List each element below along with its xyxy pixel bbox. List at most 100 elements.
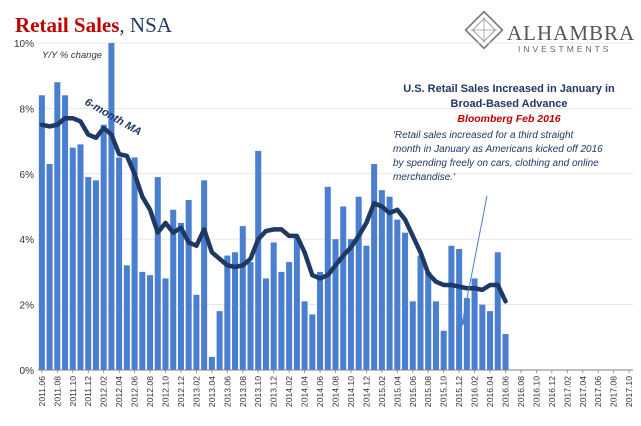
y-tick-label: 10%: [14, 39, 34, 50]
y-tick-label: 0%: [20, 366, 35, 377]
bar: [62, 95, 69, 370]
bar: [100, 124, 107, 370]
x-tick-label: 2011.06: [37, 376, 47, 407]
x-tick-label: 2012.06: [130, 376, 140, 407]
bar: [38, 95, 45, 370]
bar: [293, 235, 300, 370]
x-tick-label: 2016.04: [485, 376, 495, 407]
x-tick-label: 2017.08: [609, 376, 619, 407]
bar: [309, 314, 316, 370]
bar: [216, 311, 223, 370]
bar-series: [38, 43, 509, 371]
bar: [170, 209, 177, 370]
annotation-block: U.S. Retail Sales Increased in January i…: [393, 83, 615, 327]
x-tick-label: 2017.04: [578, 376, 588, 407]
annotation-heading-line1: U.S. Retail Sales Increased in January i…: [403, 83, 615, 95]
bar: [324, 186, 331, 370]
bar: [317, 271, 324, 370]
x-tick-label: 2012.08: [145, 376, 155, 407]
x-tick-label: 2017.10: [624, 376, 634, 407]
bar: [77, 144, 84, 370]
x-tick-label: 2016.08: [516, 376, 526, 407]
bar: [54, 82, 61, 371]
x-tick-label: 2017.06: [593, 376, 603, 407]
bar: [479, 304, 486, 370]
chart-title-main: Retail Sales: [15, 13, 119, 37]
logo-subtitle: INVESTMENTS: [518, 44, 611, 54]
bar: [139, 271, 146, 370]
x-tick-label: 2013.04: [207, 376, 217, 407]
x-tick-label: 2013.12: [269, 376, 279, 407]
x-tick-label: 2016.10: [531, 376, 541, 407]
bar: [85, 177, 92, 370]
x-tick-label: 2014.08: [331, 376, 341, 407]
y-tick-label: 6%: [20, 170, 35, 181]
x-tick-label: 2013.06: [222, 376, 232, 407]
x-tick-label: 2013.08: [238, 376, 248, 407]
x-tick-label: 2014.10: [346, 376, 356, 407]
bar: [301, 301, 308, 370]
annotation-quote-line: month in January as Americans kicked off…: [393, 144, 603, 155]
bar: [471, 278, 478, 370]
bar: [347, 239, 354, 370]
annotation-arrow: [459, 195, 488, 327]
bar: [355, 196, 362, 370]
x-tick-label: 2014.12: [361, 376, 371, 407]
bar: [262, 278, 269, 370]
annotation-quote-line: by spending freely on cars, clothing and…: [393, 158, 599, 169]
bar: [177, 222, 184, 370]
bar: [332, 239, 339, 370]
bar: [185, 199, 192, 370]
ma-line-series: [39, 115, 508, 304]
bar: [232, 252, 239, 370]
bar: [270, 242, 277, 370]
y-axis-ticks: 0% 2% 4% 6% 8% 10%: [14, 39, 34, 377]
bar: [147, 275, 154, 370]
x-tick-label: 2017.02: [562, 376, 572, 407]
bar: [494, 252, 501, 370]
x-tick-label: 2013.10: [253, 376, 263, 407]
bar: [162, 278, 169, 370]
x-tick-label: 2011.08: [52, 376, 62, 407]
bar: [425, 271, 432, 370]
bar: [340, 206, 347, 370]
bar: [208, 356, 215, 370]
bar: [193, 294, 200, 370]
x-tick-label: 2016.02: [470, 376, 480, 407]
annotation-heading-line2: Broad-Based Advance: [451, 98, 568, 110]
x-tick-label: 2014.02: [284, 376, 294, 407]
bar: [255, 150, 262, 370]
x-tick-label: 2012.04: [114, 376, 124, 407]
bar: [69, 147, 76, 370]
x-tick-label: 2013.02: [191, 376, 201, 407]
annotation-quote-line: 'Retail sales increased for a third stra…: [393, 130, 575, 141]
bar: [378, 190, 385, 370]
bar: [386, 196, 393, 370]
chart-title-sub: , NSA: [119, 13, 172, 37]
bar: [440, 330, 447, 370]
x-tick-label: 2015.08: [423, 376, 433, 407]
y-tick-label: 4%: [20, 235, 35, 246]
bar: [456, 249, 463, 370]
x-tick-label: 2015.10: [439, 376, 449, 407]
x-tick-label: 2015.04: [392, 376, 402, 407]
chart-title: Retail Sales, NSA: [15, 13, 173, 37]
y-tick-label: 2%: [20, 301, 35, 312]
bar: [131, 157, 138, 370]
x-tick-label: 2012.02: [99, 376, 109, 407]
bar: [417, 255, 424, 370]
bar: [371, 163, 378, 370]
bar: [502, 334, 509, 370]
x-tick-label: 2016.12: [547, 376, 557, 407]
bar: [463, 298, 470, 370]
bar: [402, 232, 409, 370]
bar: [286, 262, 293, 370]
bar: [247, 262, 254, 370]
x-tick-label: 2011.12: [83, 376, 93, 407]
y-axis-label: Y/Y % change: [42, 50, 102, 61]
bar: [46, 163, 53, 370]
bar: [92, 180, 99, 370]
x-tick-label: 2014.04: [300, 376, 310, 407]
x-tick-label: 2011.10: [68, 376, 78, 407]
x-tick-label: 2015.02: [377, 376, 387, 407]
